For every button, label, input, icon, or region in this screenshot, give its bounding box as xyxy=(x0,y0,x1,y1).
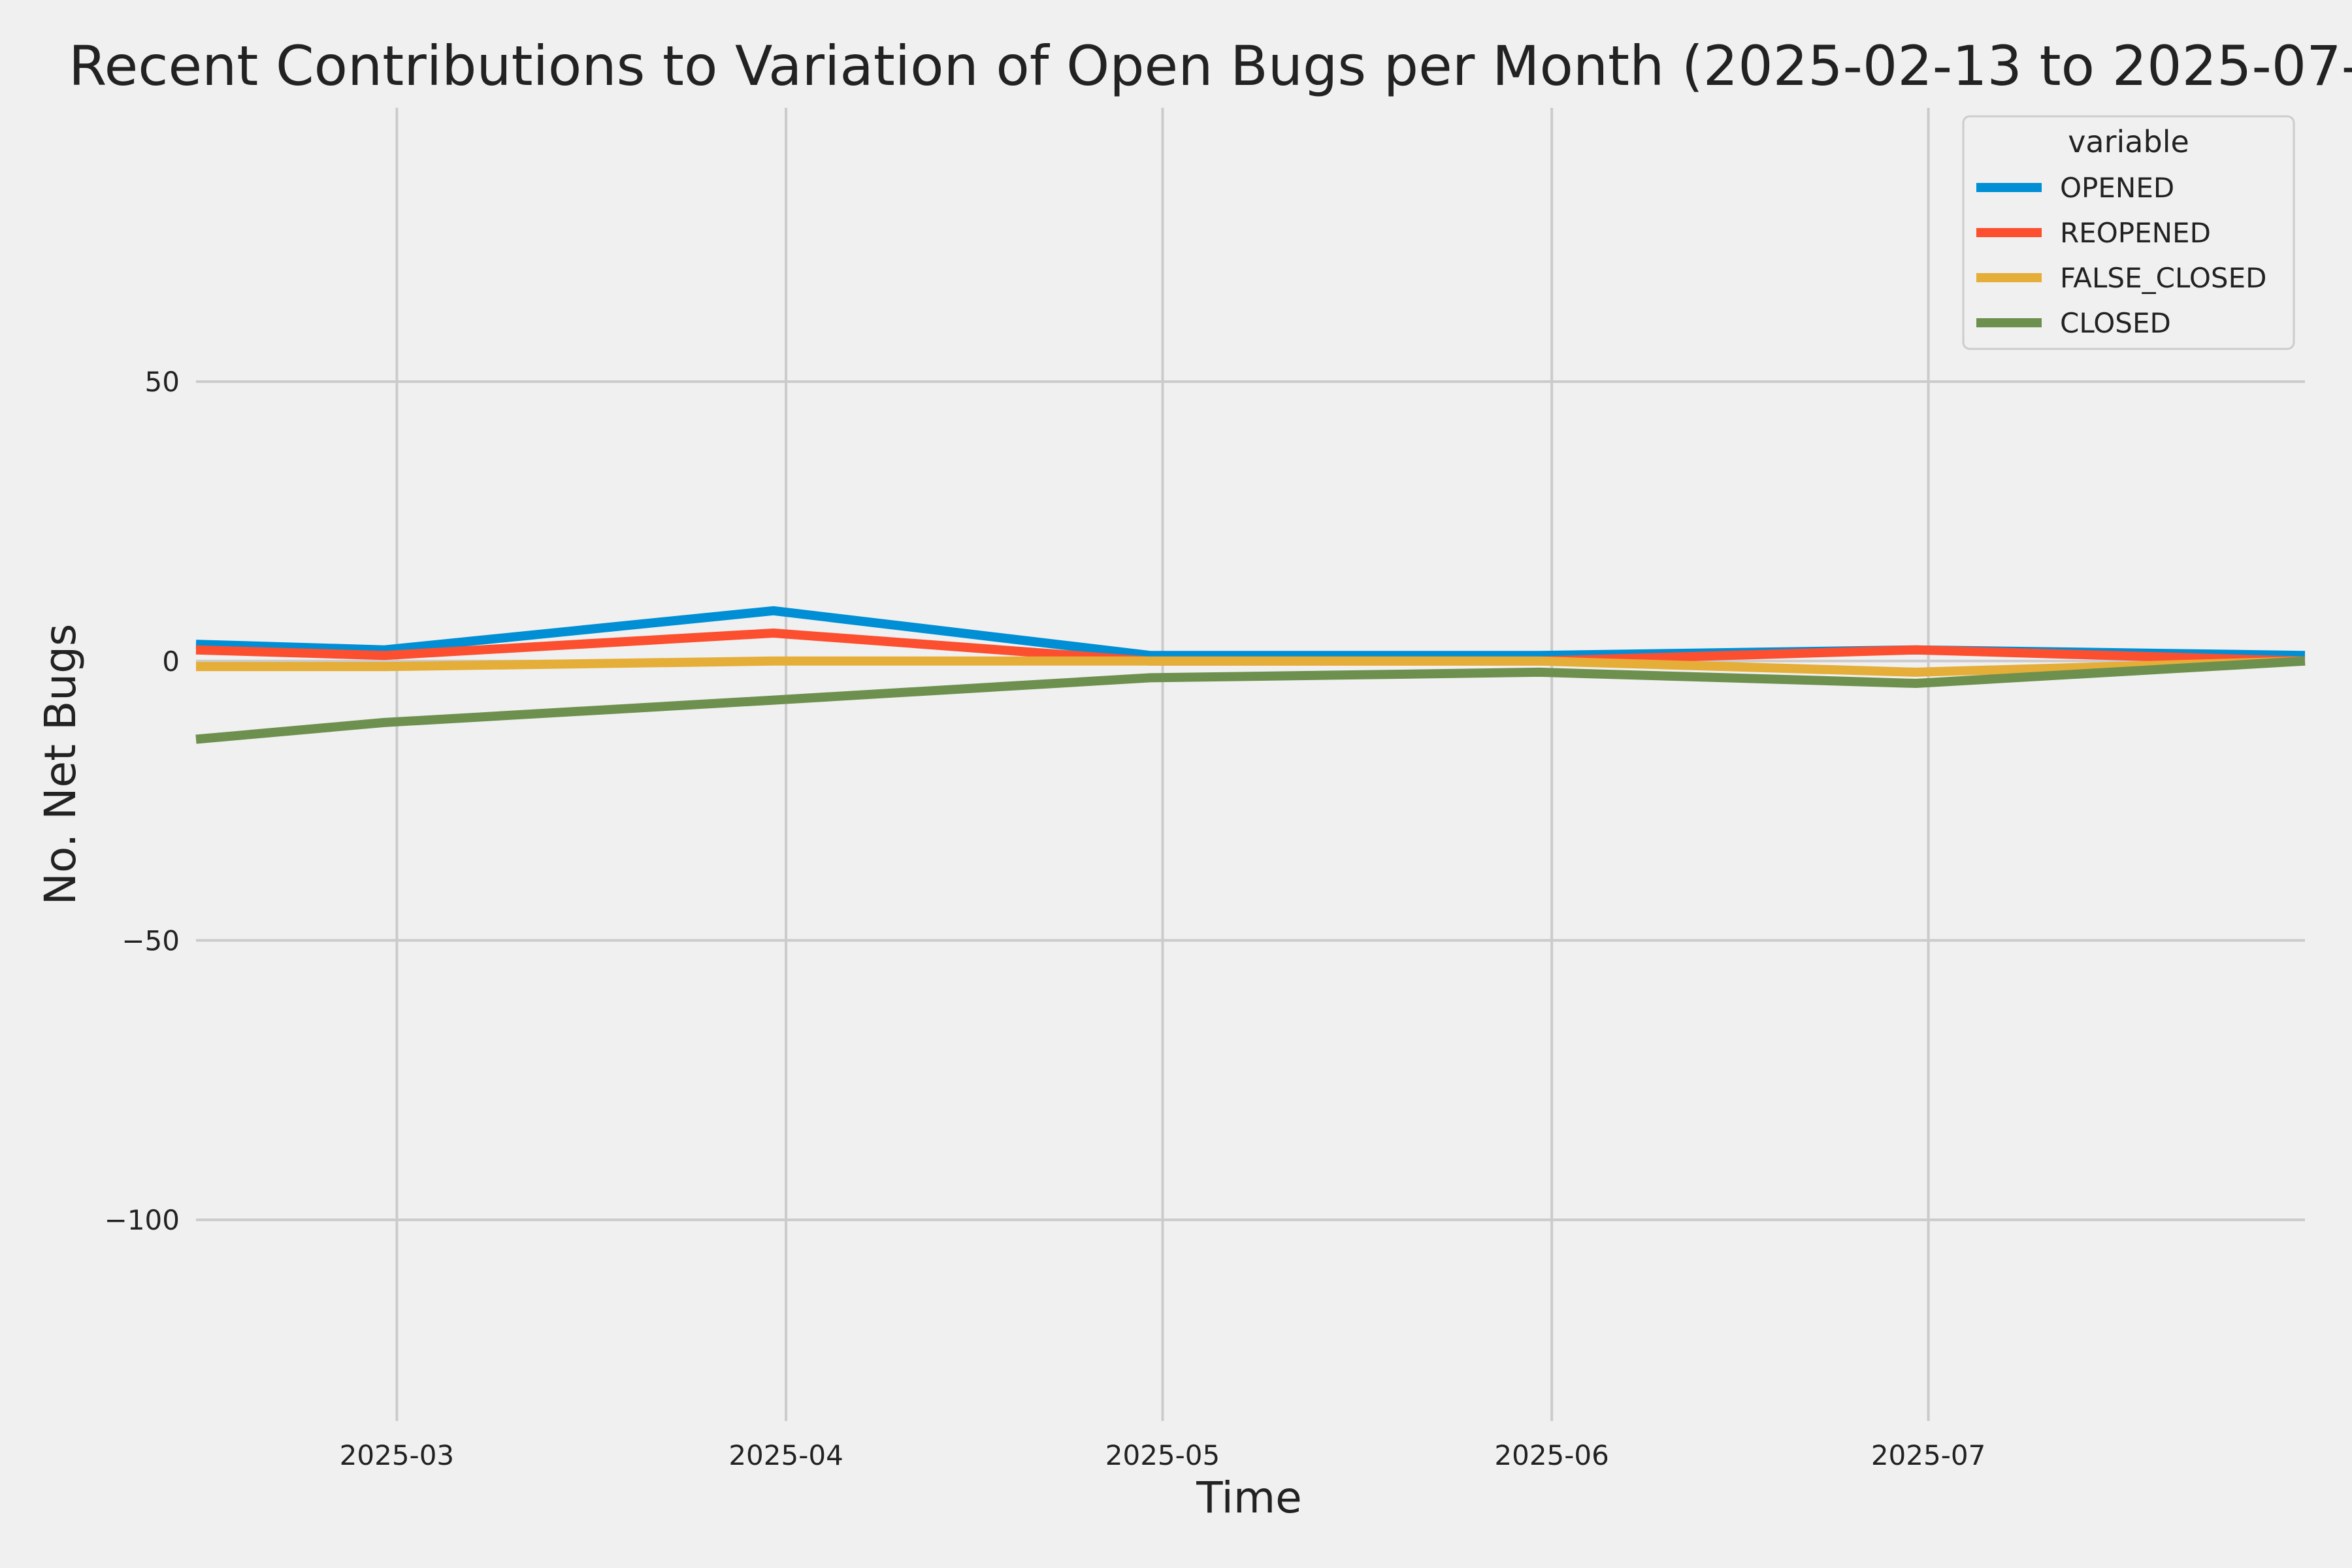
x-tick-label: 2025-06 xyxy=(1494,1439,1609,1471)
x-tick-labels: 2025-03 2025-04 2025-05 2025-06 2025-07 xyxy=(340,1439,1986,1471)
chart-title: Recent Contributions to Variation of Ope… xyxy=(69,34,2352,98)
y-tick-label: 0 xyxy=(162,645,180,678)
y-tick-labels: 50 0 −50 −100 xyxy=(105,366,180,1236)
y-axis-label: No. Net Bugs xyxy=(35,624,86,906)
x-tick-label: 2025-07 xyxy=(1871,1439,1986,1471)
legend-label: FALSE_CLOSED xyxy=(2060,262,2266,294)
legend-label: REOPENED xyxy=(2060,217,2211,249)
legend-box xyxy=(1962,115,2295,350)
legend-items: OPENED REOPENED FALSE_CLOSED CLOSED xyxy=(1976,172,2266,339)
y-gridlines xyxy=(196,380,2305,1222)
series-lines xyxy=(195,606,2306,744)
series-line-false-closed xyxy=(196,656,2306,677)
x-tick-label: 2025-04 xyxy=(728,1439,843,1471)
legend-title: variable xyxy=(2068,124,2189,159)
y-tick-label: −100 xyxy=(105,1204,180,1236)
x-tick-label: 2025-03 xyxy=(340,1439,455,1471)
legend-label: CLOSED xyxy=(2060,307,2171,339)
x-tick-label: 2025-05 xyxy=(1105,1439,1220,1471)
series-line-closed xyxy=(195,656,2306,744)
legend: variable OPENED REOPENED FALSE_CLOSED CLOSE… xyxy=(1962,115,2295,350)
y-tick-label: 50 xyxy=(145,366,180,398)
y-tick-label: −50 xyxy=(122,924,180,956)
x-gridlines xyxy=(395,108,1930,1421)
x-axis-label: Time xyxy=(1196,1473,1302,1523)
legend-label: OPENED xyxy=(2060,172,2174,204)
